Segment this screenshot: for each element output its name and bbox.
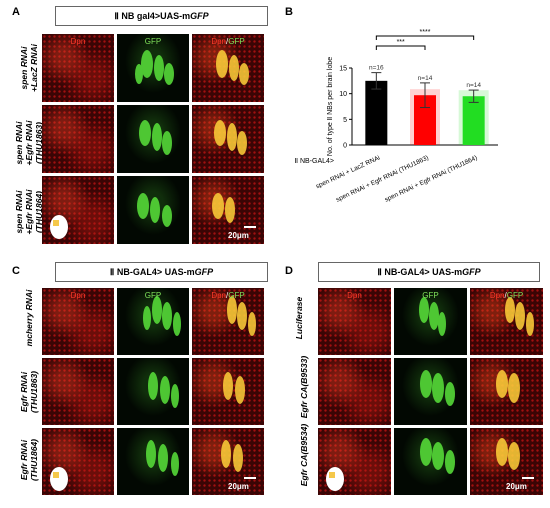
panel-c-row-label-2: Egfr RNAi (THU1863) (19, 370, 39, 414)
panel-a-scale-bar (244, 226, 256, 228)
panel-a-header: Ⅱ NB gal4>UAS-m GFP (55, 6, 268, 26)
panel-d-scale-label: 20μm (506, 482, 527, 491)
panel-c-header: Ⅱ NB-GAL4> UAS-m GFP (55, 262, 268, 282)
panel-a-r1-dpn-image: Dpn (42, 34, 114, 102)
panel-d-r3-merge-image: 20μm (470, 428, 543, 495)
panel-c-r2-gfp-image (117, 358, 189, 425)
panel-c-scale-label: 20μm (228, 482, 249, 491)
panel-a-row-label-3: spen RNAi +Egfr RNAi (THU1864) (14, 189, 44, 235)
panel-c-r1-dpn-image: Dpn (42, 288, 114, 355)
panel-d-r2-merge-image (470, 358, 543, 425)
panel-c-r2-dpn-image (42, 358, 114, 425)
significance-bracket-1 (375, 35, 475, 40)
panel-a-r3-dpn-image (42, 176, 114, 244)
panel-d-scale-bar (522, 477, 534, 479)
gal4-label: Ⅱ NB-GAL4> (295, 158, 334, 165)
y-tick-label-0: 0 (343, 143, 347, 150)
panel-d-r1-merge-image: Dpn/GFP (470, 288, 543, 355)
bar-0 (365, 80, 388, 145)
panel-b-chart: 0 5 10 15 No. of type Ⅱ NBs per brain lobe n=… (295, 29, 498, 204)
panel-d-header-italic: GFP (462, 267, 481, 277)
panel-a-r3-merge-image: 20μm (192, 176, 264, 244)
panel-d-header: Ⅱ NB-GAL4> UAS-m GFP (318, 262, 540, 282)
y-tick-label-2: 10 (339, 91, 347, 98)
panel-d-r1-dpn-image: Dpn (318, 288, 391, 355)
panel-a-row-label-1: spen RNAi +LacZ RNAi (19, 44, 39, 92)
panel-c-r3-merge-image: 20μm (192, 428, 264, 495)
panel-a-r2-merge-image (192, 105, 264, 173)
panel-d-r1-gfp-image: GFP (394, 288, 467, 355)
panel-a-row-label-2: spen RNAi +Egfr RNAi (THU1863) (14, 120, 44, 166)
significance-label-1: **** (420, 29, 431, 36)
y-tick-label-3: 15 (339, 66, 347, 73)
panel-c-r1-gfp-image: GFP (117, 288, 189, 355)
panel-a-r2-dpn-image (42, 105, 114, 173)
panel-a-r1-gfp-image: GFP (117, 34, 189, 102)
panel-d-r3-gfp-image (394, 428, 467, 495)
significance-bracket-0 (375, 45, 426, 50)
panel-label-a: A (12, 6, 20, 18)
bar-1 (414, 95, 436, 145)
panel-c-row-label-1: mcherry RNAi (24, 289, 34, 347)
panel-d-row-label-3: Egfr CA(B9534) (299, 423, 309, 487)
panel-d-row-label-2: Egfr CA(B9533) (299, 355, 309, 419)
y-axis-label: No. of type Ⅱ NBs per brain lobe (327, 57, 334, 156)
panel-d-header-text: Ⅱ NB-GAL4> UAS-m (377, 266, 463, 277)
panel-a-header-italic: GFP (190, 11, 209, 21)
panel-d-row-label-1: Luciferase (294, 296, 304, 340)
bar-2 (462, 96, 485, 145)
panel-d-r3-dpn-image (318, 428, 391, 495)
panel-a-r1-merge-image: Dpn/GFP (192, 34, 264, 102)
n-label-1: n=14 (418, 75, 433, 82)
panel-label-d: D (285, 265, 293, 277)
panel-label-c: C (12, 265, 20, 277)
x-tick-label-1: spen RNAi + Egfr RNAi (THU1863) (335, 154, 430, 203)
panel-c-r3-gfp-image (117, 428, 189, 495)
n-label-2: n=14 (466, 82, 481, 89)
panel-c-header-text: Ⅱ NB-GAL4> UAS-m (109, 266, 195, 277)
y-tick-label-1: 5 (343, 117, 347, 124)
panel-a-header-text: Ⅱ NB gal4>UAS-m (114, 10, 191, 21)
panel-c-header-italic: GFP (194, 267, 214, 277)
panel-a-scale-label: 20μm (228, 231, 249, 240)
panel-label-b: B (285, 6, 293, 18)
significance-label-0: *** (397, 39, 405, 46)
panel-a-r3-gfp-image (117, 176, 189, 244)
panel-d-r2-dpn-image (318, 358, 391, 425)
panel-d-r2-gfp-image (394, 358, 467, 425)
panel-c-r3-dpn-image (42, 428, 114, 495)
panel-c-scale-bar (244, 477, 256, 479)
panel-a-r2-gfp-image (117, 105, 189, 173)
x-tick-label-2: spen RNAi + Egfr RNAi (THU1864) (384, 154, 479, 203)
panel-c-row-label-3: Egfr RNAi (THU1864) (19, 438, 39, 482)
n-label-0: n=16 (369, 65, 384, 72)
panel-c-r1-merge-image: Dpn/GFP (192, 288, 264, 355)
panel-c-r2-merge-image (192, 358, 264, 425)
